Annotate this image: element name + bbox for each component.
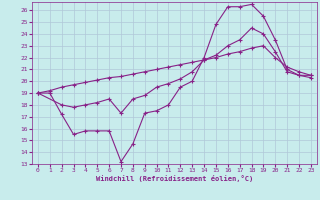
X-axis label: Windchill (Refroidissement éolien,°C): Windchill (Refroidissement éolien,°C) <box>96 175 253 182</box>
